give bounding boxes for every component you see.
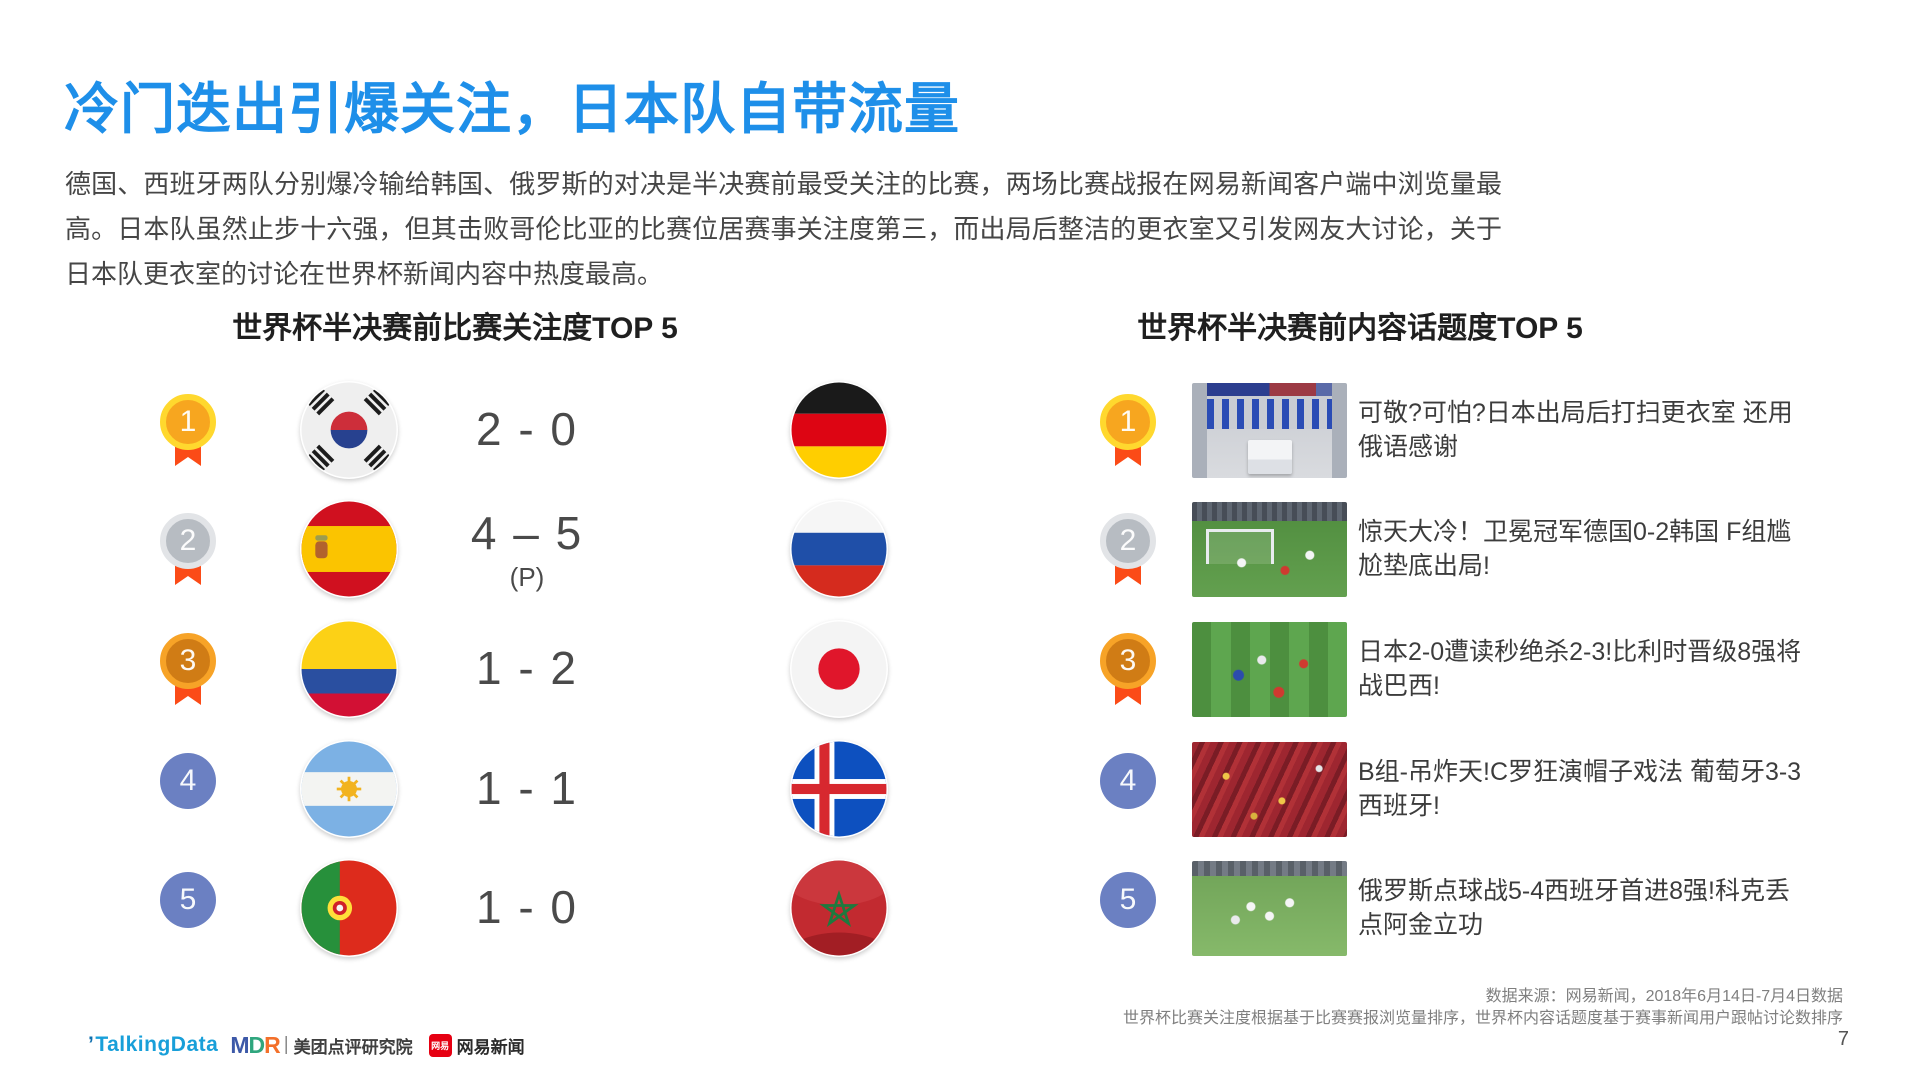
rank-medal-bronze: 3 [1100, 633, 1156, 725]
page-number: 7 [1837, 1028, 1849, 1050]
match-panel-heading: 世界杯半决赛前比赛关注度TOP 5 [232, 312, 678, 345]
match-score: 1 - 2 [437, 609, 617, 729]
meituan-dianping-research-logo: 美团点评研究院 [293, 1037, 413, 1057]
netease-news-logo: 网易新闻 [456, 1037, 525, 1057]
score-note: (P) [509, 561, 545, 592]
news-headline: 日本2-0遭读秒绝杀2-3!比利时晋级8强将战巴西! [1358, 638, 1802, 700]
match-score: 4 – 5 (P) [437, 489, 617, 609]
rank-row-3: 3 1 - 2 3 日本2-0遭读秒绝杀2-3!比利时晋级8强将战巴西! [0, 609, 1921, 729]
rank-badge-4: 4 [1100, 753, 1156, 845]
flag-spain-icon [300, 500, 398, 598]
page-title: 冷门迭出引爆关注，日本队自带流量 [64, 78, 961, 140]
source-line-2: 世界杯比赛关注度根据基于比赛赛报浏览量排序，世界杯内容话题度基于赛事新闻用户跟帖… [1122, 1010, 1843, 1027]
flag-morocco-icon [790, 859, 888, 957]
match-score: 2 - 0 [437, 370, 617, 490]
intro-paragraph: 德国、西班牙两队分别爆冷输给韩国、俄罗斯的对决是半决赛前最受关注的比赛，两场比赛… [65, 169, 1502, 289]
news-photo-russia-spain [1192, 861, 1347, 956]
news-photo-germany-korea [1192, 502, 1347, 597]
logo-separator: | [283, 1034, 289, 1055]
news-headline: B组-吊炸天!C罗狂演帽子戏法 葡萄牙3-3西班牙! [1358, 758, 1802, 820]
score-value: 1 - 0 [475, 881, 579, 933]
rank-badge-5: 5 [160, 872, 216, 964]
flag-japan-icon [790, 620, 888, 718]
score-value: 1 - 1 [475, 762, 579, 814]
rank-number: 1 [160, 394, 216, 450]
flag-russia-icon [790, 500, 888, 598]
rank-medal-silver: 2 [160, 513, 216, 605]
rank-number: 4 [160, 753, 216, 809]
news-photo-portugal-spain-fans [1192, 742, 1347, 837]
score-value: 2 - 0 [475, 403, 579, 455]
rank-number: 3 [1100, 633, 1156, 689]
score-value: 4 – 5 [470, 506, 584, 559]
news-photo-japan-belgium [1192, 622, 1347, 717]
rank-row-4: 4 1 - 1 4 B组-吊炸天!C罗狂演帽子戏法 葡萄牙3-3西班牙! [0, 729, 1921, 849]
rank-medal-bronze: 3 [160, 633, 216, 725]
rank-number: 2 [160, 513, 216, 569]
rank-row-2: 2 4 – 5 (P) 2 惊天大冷！卫冕冠军德国0-2韩国 F组尴尬垫底出局! [0, 489, 1921, 609]
flag-colombia-icon [300, 620, 398, 718]
rank-medal-gold: 1 [160, 394, 216, 486]
match-score: 1 - 1 [437, 729, 617, 849]
data-source-note: 数据来源：网易新闻，2018年6月14日-7月4日数据 世界杯比赛关注度根据基于… [400, 986, 1843, 1030]
rank-number: 1 [1100, 394, 1156, 450]
news-headline: 惊天大冷！卫冕冠军德国0-2韩国 F组尴尬垫底出局! [1358, 518, 1792, 580]
mdr-logo: MDR [230, 1031, 280, 1058]
source-line-1: 数据来源：网易新闻，2018年6月14日-7月4日数据 [1485, 988, 1843, 1005]
rank-number: 2 [1100, 513, 1156, 569]
rank-badge-4: 4 [160, 753, 216, 845]
rank-medal-gold: 1 [1100, 394, 1156, 486]
netease-app-icon: 网易 [428, 1033, 452, 1057]
rank-row-5: 5 1 - 0 5 俄罗斯点球战5-4西班牙首进8强!科克丢点阿金立功 [0, 848, 1921, 968]
rank-number: 4 [1100, 753, 1156, 809]
talkingdata-logo: TalkingData [88, 1033, 218, 1057]
rank-number: 5 [160, 872, 216, 928]
score-value: 1 - 2 [475, 642, 579, 694]
rank-number: 3 [160, 633, 216, 689]
rank-row-1: 1 2 - 0 1 可敬?可怕?日本出局后打扫更衣室 还用俄语感谢 [0, 370, 1921, 490]
rank-number: 5 [1100, 872, 1156, 928]
flag-argentina-icon [300, 740, 398, 838]
rank-medal-silver: 2 [1100, 513, 1156, 605]
match-score: 1 - 0 [437, 848, 617, 968]
flag-south-korea-icon [300, 381, 398, 479]
news-photo-locker-room [1192, 383, 1347, 478]
footer-logos: TalkingData MDR | 美团点评研究院 网易 网易新闻 [88, 1031, 525, 1059]
rank-badge-5: 5 [1100, 872, 1156, 964]
topic-panel-heading: 世界杯半决赛前内容话题度TOP 5 [1137, 312, 1583, 345]
flag-portugal-icon [300, 859, 398, 957]
flag-iceland-icon [790, 740, 888, 838]
flag-germany-icon [790, 381, 888, 479]
news-headline: 可敬?可怕?日本出局后打扫更衣室 还用俄语感谢 [1358, 399, 1793, 461]
news-headline: 俄罗斯点球战5-4西班牙首进8强!科克丢点阿金立功 [1358, 877, 1790, 939]
